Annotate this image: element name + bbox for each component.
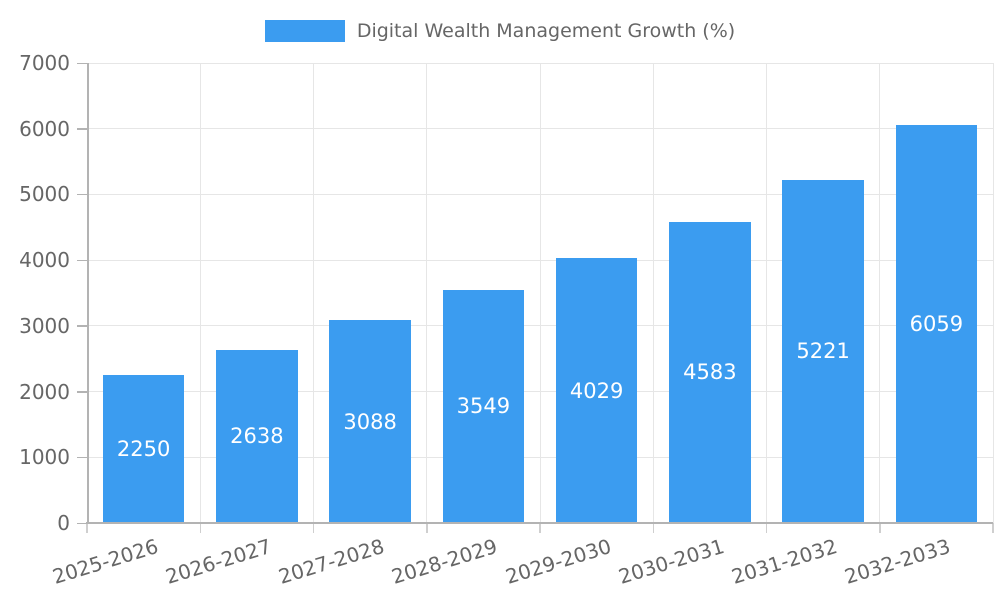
bar-value-label: 3088 [343, 409, 397, 434]
y-axis-line [87, 63, 89, 523]
x-gridline [426, 63, 428, 523]
bar[interactable]: 5221 [782, 179, 864, 523]
bar[interactable]: 2250 [102, 375, 185, 523]
x-gridline [199, 63, 201, 523]
bar-slot: 3549 [427, 63, 540, 523]
y-tick-label: 7000 [19, 51, 70, 75]
y-tick-label: 5000 [19, 182, 70, 207]
x-tick-mark [539, 523, 541, 533]
bar[interactable]: 2638 [216, 349, 298, 523]
bar-slot: 4583 [653, 63, 766, 523]
y-tick-label: 1000 [19, 445, 70, 470]
y-tick-label: 4000 [19, 248, 70, 273]
bar-slot: 4029 [540, 63, 653, 523]
x-tick-mark [879, 523, 881, 533]
y-tick-mark [77, 193, 87, 196]
x-gridline [879, 63, 881, 523]
chart-legend[interactable]: Digital Wealth Management Growth (%) [0, 20, 1000, 42]
x-gridline [539, 63, 541, 523]
y-tick-mark [77, 391, 87, 393]
grid-layer [87, 62, 994, 523]
bar-value-label: 2250 [116, 437, 171, 462]
x-tick-mark [426, 523, 428, 533]
y-tick-label: 2000 [19, 379, 70, 404]
bar-slot: 6059 [880, 63, 993, 523]
x-gridline [313, 63, 314, 523]
bar-value-label: 6059 [909, 311, 964, 336]
y-tick-mark [77, 456, 87, 459]
bar[interactable]: 4583 [669, 221, 751, 523]
y-tick-label: 0 [57, 511, 70, 535]
x-tick-mark [86, 523, 88, 533]
bar-slot: 5221 [767, 63, 880, 523]
x-tick-mark [312, 523, 315, 533]
x-gridline [992, 63, 994, 523]
y-tick-mark [77, 259, 87, 262]
bar-slot: 3088 [314, 63, 427, 523]
bar-value-label: 4029 [569, 378, 624, 403]
bars-container: 2250 2638 3088 3549 4029 4583 5221 6059 [87, 63, 993, 523]
bar-slot: 2638 [200, 63, 313, 523]
y-tick-label: 3000 [19, 313, 70, 338]
bar-value-label: 4583 [683, 360, 737, 385]
x-axis-line [86, 522, 993, 524]
x-tick-mark [652, 523, 654, 533]
bar-value-label: 5221 [796, 339, 850, 364]
y-tick-mark [77, 128, 87, 130]
y-tick-mark [77, 325, 87, 327]
x-tick-mark [992, 523, 994, 533]
x-gridline [766, 63, 767, 523]
legend-label: Digital Wealth Management Growth (%) [356, 20, 736, 42]
x-gridline [652, 63, 654, 523]
bar[interactable]: 4029 [555, 258, 638, 523]
bar[interactable]: 3088 [329, 320, 411, 523]
bar[interactable]: 6059 [895, 124, 978, 523]
plot-area: 2250 2638 3088 3549 4029 4583 5221 6059 [86, 62, 994, 524]
x-tick-mark [199, 523, 201, 533]
bar[interactable]: 3549 [442, 289, 525, 523]
y-tick-mark [77, 62, 87, 64]
x-tick-mark [765, 523, 768, 533]
legend-swatch [264, 20, 345, 42]
bar-value-label: 3549 [456, 394, 511, 419]
y-tick-mark [77, 522, 87, 524]
bar-slot: 2250 [87, 63, 200, 523]
y-tick-label: 6000 [19, 116, 70, 141]
bar-value-label: 2638 [230, 424, 284, 449]
